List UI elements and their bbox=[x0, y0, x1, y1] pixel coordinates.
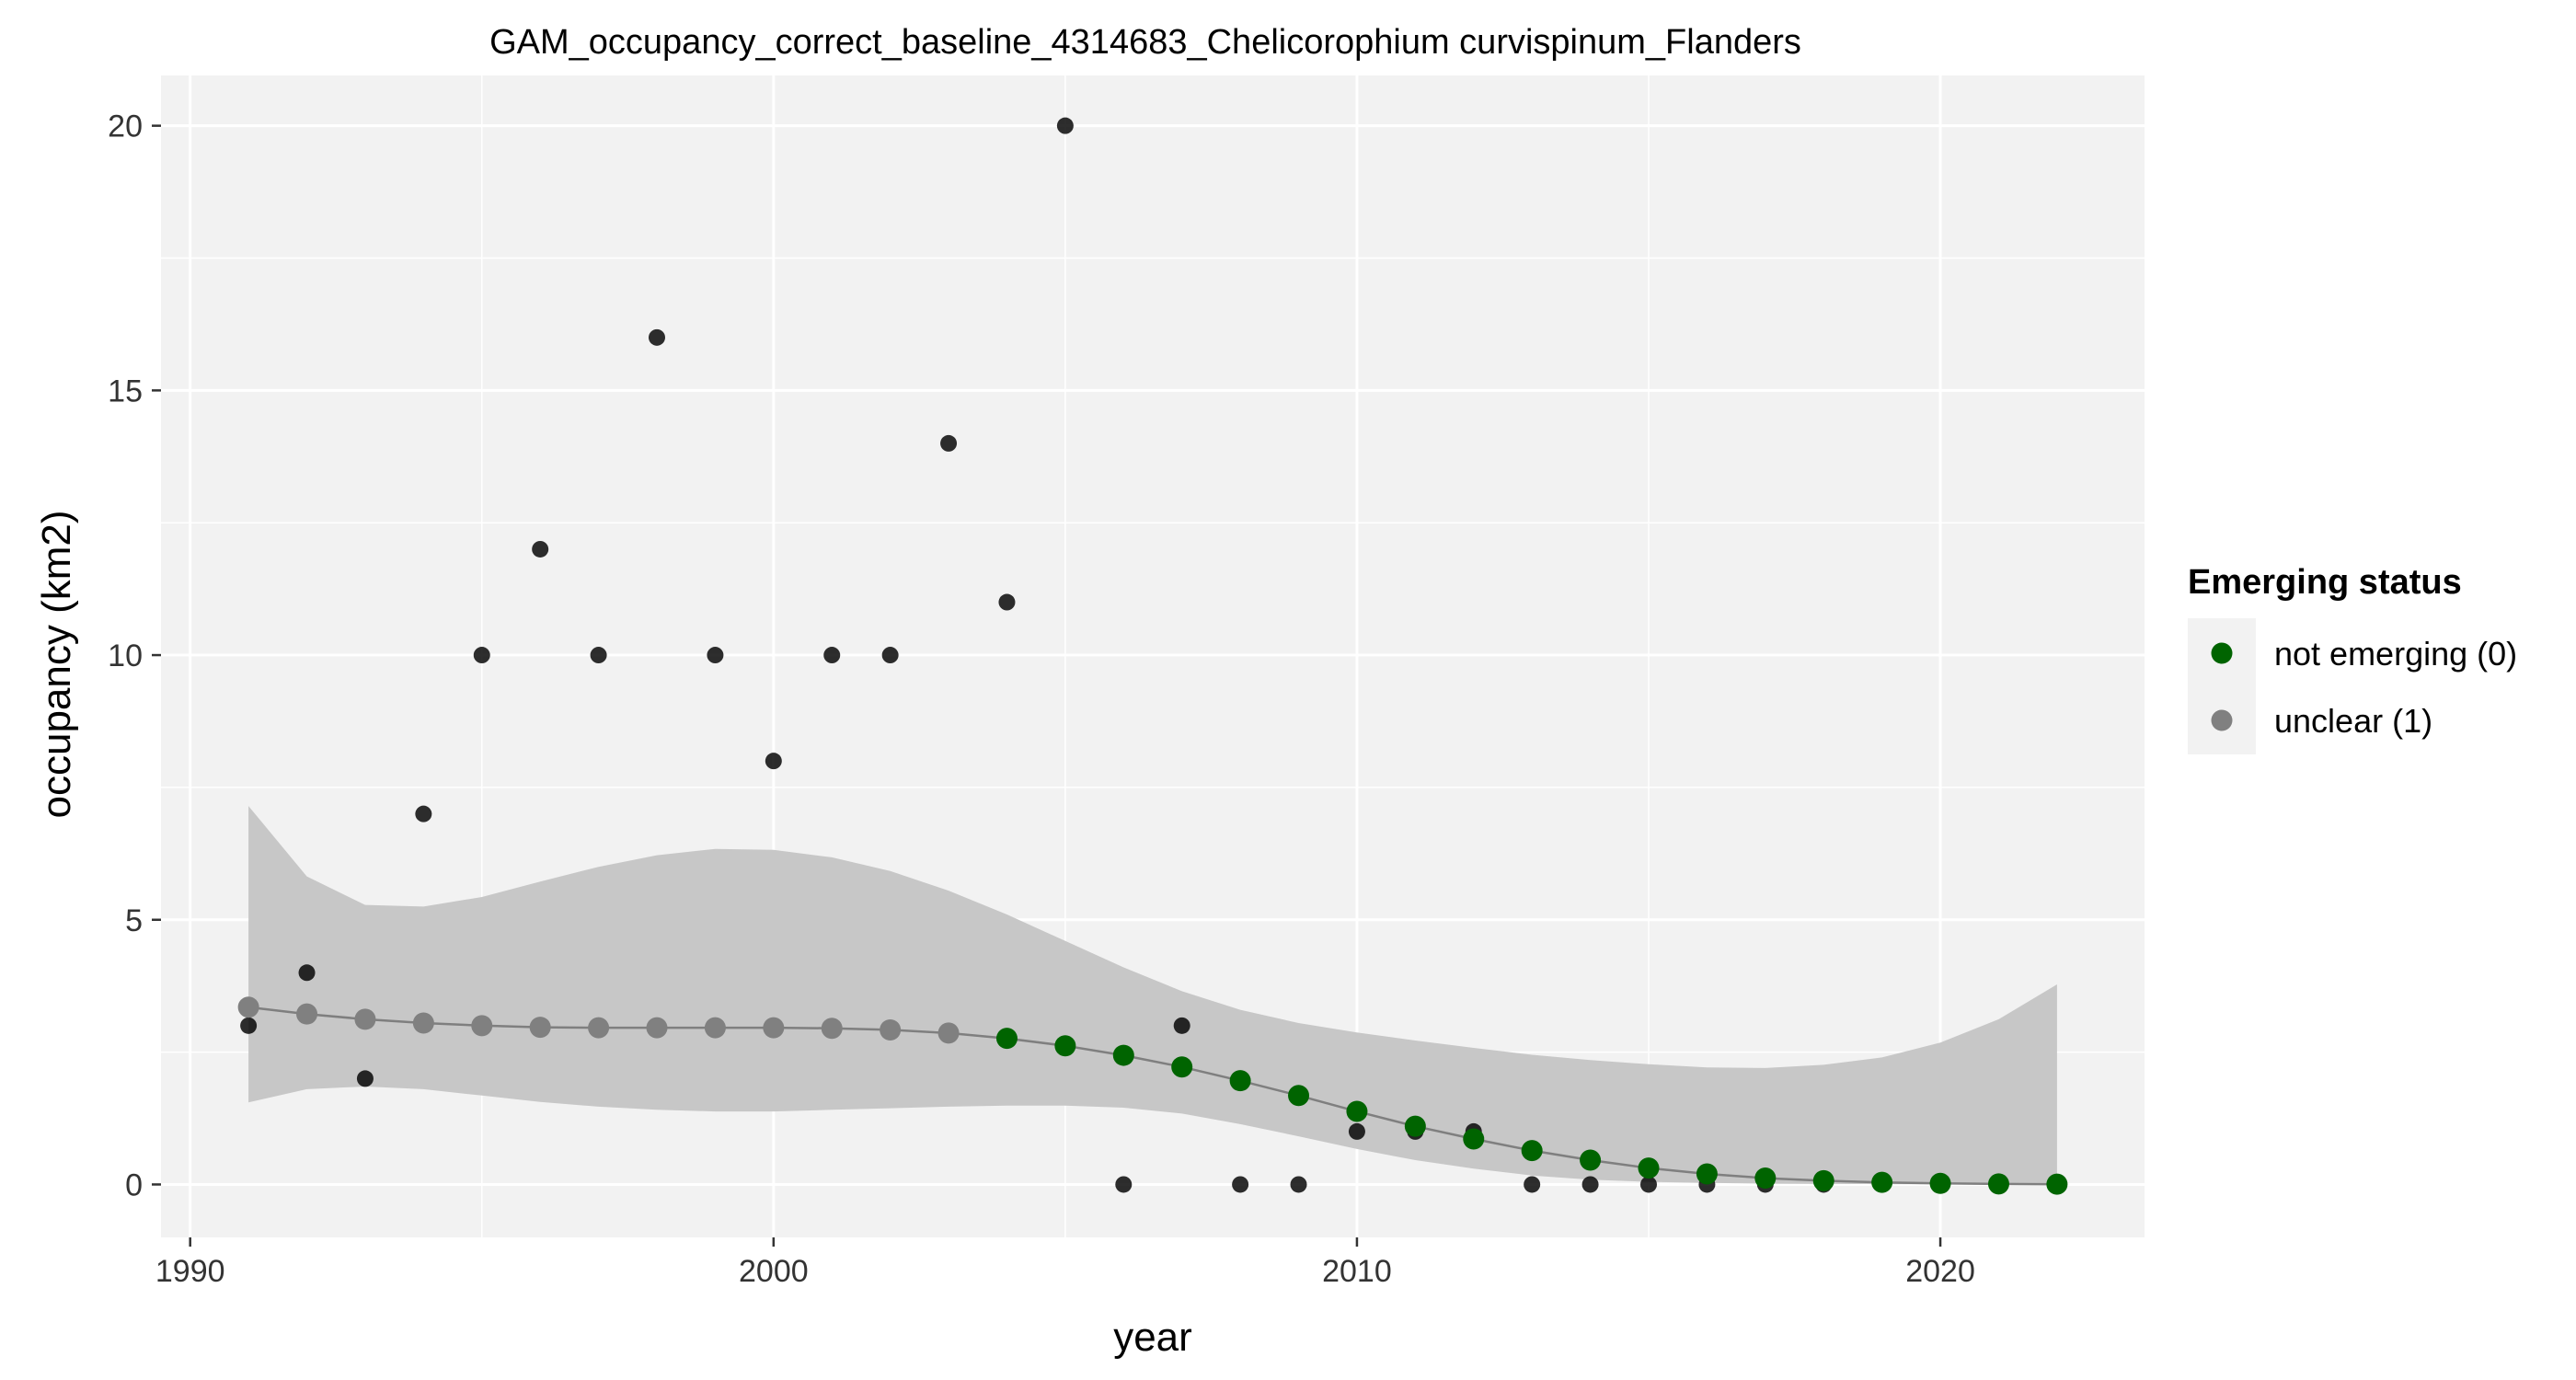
y-axis: 0 5 10 15 20 bbox=[108, 109, 161, 1202]
fitted-points bbox=[237, 996, 2068, 1195]
fitted-point bbox=[588, 1017, 610, 1039]
fitted-point bbox=[1463, 1128, 1485, 1150]
x-axis: 1990 2000 2010 2020 bbox=[155, 1237, 1975, 1289]
x-tick-label: 2020 bbox=[1905, 1254, 1975, 1289]
legend: Emerging status not emerging (0) unclear … bbox=[2188, 563, 2517, 754]
observed-point bbox=[356, 1070, 374, 1087]
y-tick-label: 0 bbox=[125, 1167, 143, 1202]
fitted-point bbox=[1871, 1171, 1893, 1193]
observed-point bbox=[940, 434, 958, 452]
observed-point bbox=[415, 805, 432, 822]
fitted-point bbox=[704, 1017, 726, 1039]
observed-point bbox=[649, 328, 665, 346]
observed-point bbox=[590, 647, 607, 664]
fitted-point bbox=[2046, 1173, 2068, 1195]
observed-point bbox=[240, 1017, 258, 1034]
fitted-point bbox=[1754, 1167, 1777, 1190]
fitted-point bbox=[1638, 1157, 1660, 1179]
x-tick-label: 2000 bbox=[739, 1254, 809, 1289]
fitted-point bbox=[296, 1003, 318, 1025]
fitted-point bbox=[1288, 1085, 1310, 1107]
observed-point bbox=[473, 647, 490, 664]
observed-point bbox=[707, 647, 724, 664]
fitted-point bbox=[1404, 1115, 1426, 1137]
fitted-point bbox=[937, 1022, 960, 1044]
observed-point bbox=[1524, 1176, 1541, 1193]
observed-point bbox=[1173, 1017, 1190, 1034]
chart-title: GAM_occupancy_correct_baseline_4314683_C… bbox=[489, 23, 1801, 62]
fitted-point bbox=[1521, 1140, 1543, 1162]
legend-key bbox=[2211, 642, 2233, 664]
legend-key-background bbox=[2188, 618, 2256, 754]
fitted-point bbox=[1696, 1163, 1718, 1185]
legend-title: Emerging status bbox=[2188, 563, 2462, 602]
confidence-band-area bbox=[248, 806, 2057, 1185]
y-axis-title: occupancy (km2) bbox=[34, 510, 79, 818]
fitted-point bbox=[1346, 1100, 1368, 1122]
fitted-point bbox=[1112, 1044, 1134, 1066]
fitted-point bbox=[529, 1017, 551, 1039]
fitted-point bbox=[763, 1017, 785, 1039]
fitted-point bbox=[1580, 1149, 1602, 1171]
fitted-point bbox=[1812, 1169, 1834, 1191]
observed-point bbox=[1290, 1176, 1307, 1193]
fitted-point bbox=[471, 1015, 493, 1037]
legend-key bbox=[2211, 709, 2233, 731]
observed-point bbox=[532, 540, 549, 558]
fitted-point bbox=[880, 1018, 902, 1041]
x-axis-title: year bbox=[1113, 1315, 1192, 1360]
fitted-point bbox=[1987, 1173, 2009, 1195]
fitted-point bbox=[646, 1017, 668, 1039]
legend-label: unclear (1) bbox=[2274, 702, 2432, 740]
fitted-point bbox=[995, 1028, 1018, 1050]
observed-points bbox=[240, 117, 1833, 1193]
observed-point bbox=[881, 647, 899, 664]
y-tick-label: 20 bbox=[108, 109, 143, 144]
confidence-band bbox=[248, 806, 2057, 1185]
x-tick-label: 2010 bbox=[1322, 1254, 1392, 1289]
legend-items: not emerging (0) unclear (1) bbox=[2211, 635, 2517, 740]
observed-point bbox=[1640, 1176, 1657, 1193]
fitted-point bbox=[237, 996, 259, 1018]
fitted-point bbox=[1929, 1172, 1951, 1194]
fitted-point bbox=[1171, 1056, 1193, 1078]
y-tick-label: 10 bbox=[108, 638, 143, 673]
fitted-point bbox=[821, 1018, 843, 1040]
fitted-point bbox=[354, 1008, 376, 1030]
observed-point bbox=[998, 593, 1016, 611]
fitted-point bbox=[412, 1012, 434, 1034]
observed-point bbox=[1348, 1122, 1365, 1140]
x-tick-label: 1990 bbox=[155, 1254, 225, 1289]
observed-point bbox=[1581, 1176, 1599, 1193]
observed-point bbox=[298, 964, 316, 982]
y-tick-label: 5 bbox=[125, 903, 143, 938]
observed-point bbox=[823, 647, 841, 664]
observed-point bbox=[1115, 1176, 1133, 1193]
observed-point bbox=[765, 753, 782, 770]
y-tick-label: 15 bbox=[108, 374, 143, 408]
fitted-point bbox=[1229, 1070, 1251, 1092]
observed-point bbox=[1056, 117, 1074, 134]
legend-label: not emerging (0) bbox=[2274, 635, 2517, 673]
fitted-point bbox=[1054, 1035, 1076, 1057]
observed-point bbox=[1232, 1176, 1249, 1193]
